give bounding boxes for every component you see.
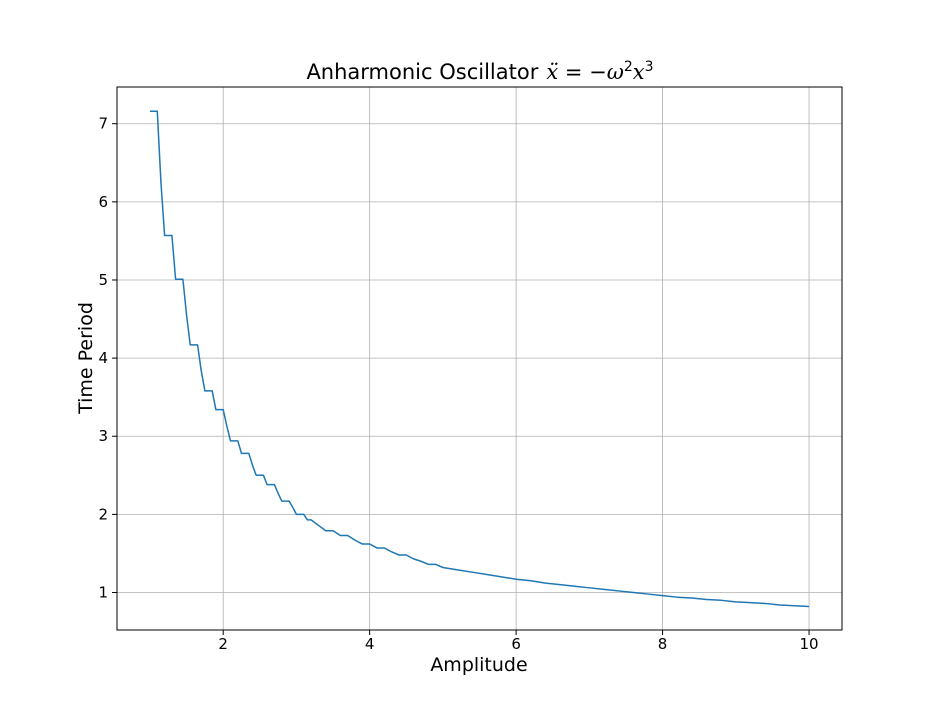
y-tick-label: 2	[98, 505, 108, 523]
title-xddot: ẍ	[546, 60, 558, 84]
y-tick-label: 1	[98, 583, 108, 601]
series-line-0	[149, 110, 810, 608]
title-equals-minus: = −	[558, 60, 607, 84]
x-tick-label: 2	[218, 635, 228, 653]
y-tick-label: 5	[98, 271, 108, 289]
x-tick-label: 10	[799, 635, 818, 653]
chart-title-text: Anharmonic Oscillator	[306, 60, 538, 84]
y-axis: 1 2 3 4 5 6 7	[98, 115, 117, 601]
plot-frame	[116, 86, 843, 631]
grid	[117, 87, 842, 630]
title-x: x	[633, 60, 645, 84]
y-tick-label: 6	[98, 193, 108, 211]
x-tick-label: 4	[365, 635, 375, 653]
y-tick-label: 4	[98, 349, 108, 367]
chart-title: Anharmonic Oscillator ẍ = −ω2x3	[306, 59, 653, 84]
line-series	[149, 110, 810, 608]
title-omega-exponent: 2	[624, 59, 633, 75]
x-tick-label: 8	[658, 635, 668, 653]
title-x-exponent: 3	[645, 59, 654, 75]
title-omega: ω	[607, 60, 624, 84]
x-axis: 2 4 6 8 10	[218, 630, 819, 653]
x-tick-label: 6	[511, 635, 521, 653]
y-tick-label: 7	[98, 115, 108, 133]
y-tick-label: 3	[98, 427, 108, 445]
y-axis-label: Time Period	[75, 302, 97, 415]
x-axis-label: Amplitude	[430, 654, 527, 676]
